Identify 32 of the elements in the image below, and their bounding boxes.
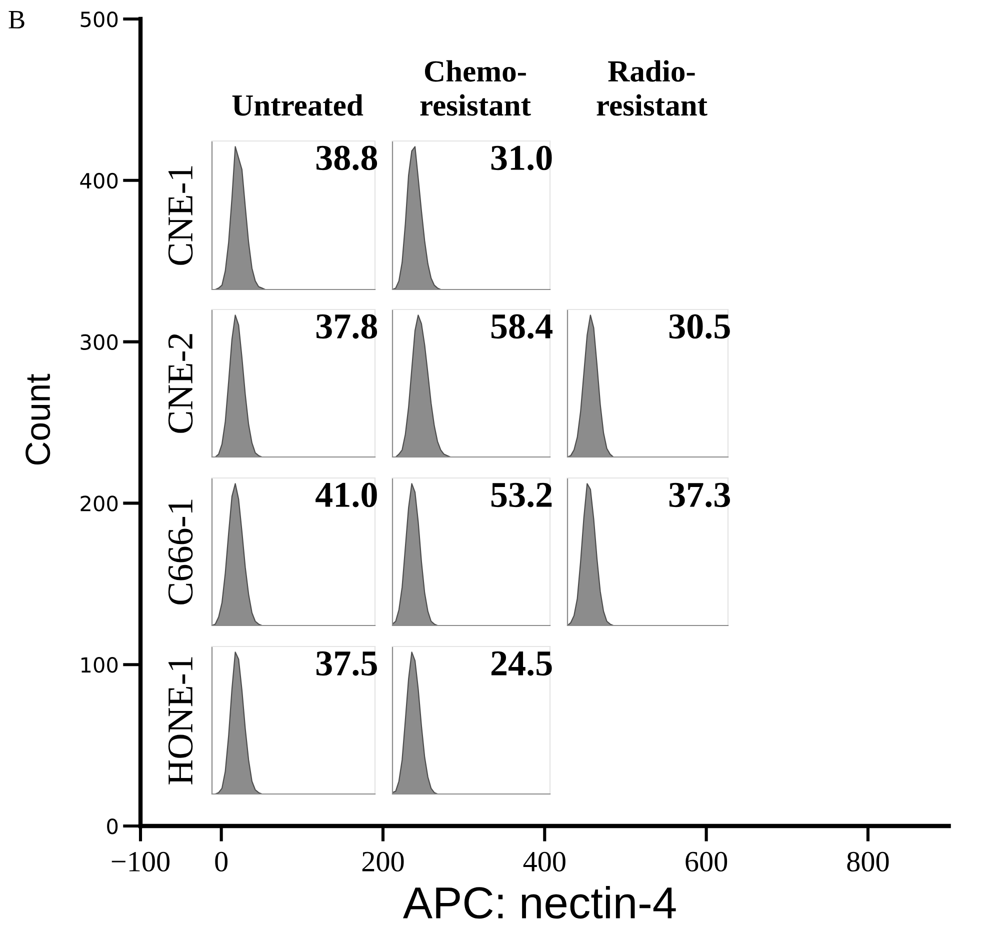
x-tick-label: 0 [215, 852, 228, 872]
y-axis-title: CNE-2 [168, 334, 193, 433]
x-tick-label: 600 [686, 852, 728, 872]
y-axis-title: HONE-1 [168, 657, 193, 784]
annotation: Chemo- resistant [420, 60, 531, 116]
annotation: Untreated [232, 94, 364, 116]
y-axis-title: Count [26, 374, 50, 465]
y-tick-label: 400 [80, 172, 118, 189]
annotation: 38.8 [316, 146, 378, 170]
annotation: 24.5 [491, 651, 552, 676]
annotation: 30.5 [669, 314, 730, 339]
x-axis-title: APC: nectin-4 [402, 886, 676, 919]
annotation: 41.0 [316, 482, 377, 508]
y-tick-label: 500 [80, 11, 118, 28]
annotation: 37.3 [669, 482, 730, 508]
annotation: 37.8 [316, 314, 378, 339]
annotation: 31.0 [491, 146, 552, 170]
y-axis-title: C666-1 [168, 500, 193, 604]
y-tick-label: 100 [81, 657, 118, 673]
x-tick-label: 800 [847, 852, 889, 872]
y-tick-label: 300 [80, 334, 118, 350]
y-axis-title: CNE-1 [168, 166, 193, 265]
annotation: 37.5 [316, 651, 377, 676]
text: B [8, 11, 24, 28]
x-tick-label: 400 [523, 852, 566, 872]
annotation: Radio- resistant [596, 60, 708, 116]
x-tick-label: 200 [362, 852, 404, 872]
y-tick-label: 0 [107, 818, 118, 834]
annotation: 58.4 [491, 314, 552, 339]
annotation: 53.2 [491, 482, 552, 508]
y-tick-label: 200 [80, 496, 118, 512]
x-tick-label: −100 [112, 852, 170, 872]
